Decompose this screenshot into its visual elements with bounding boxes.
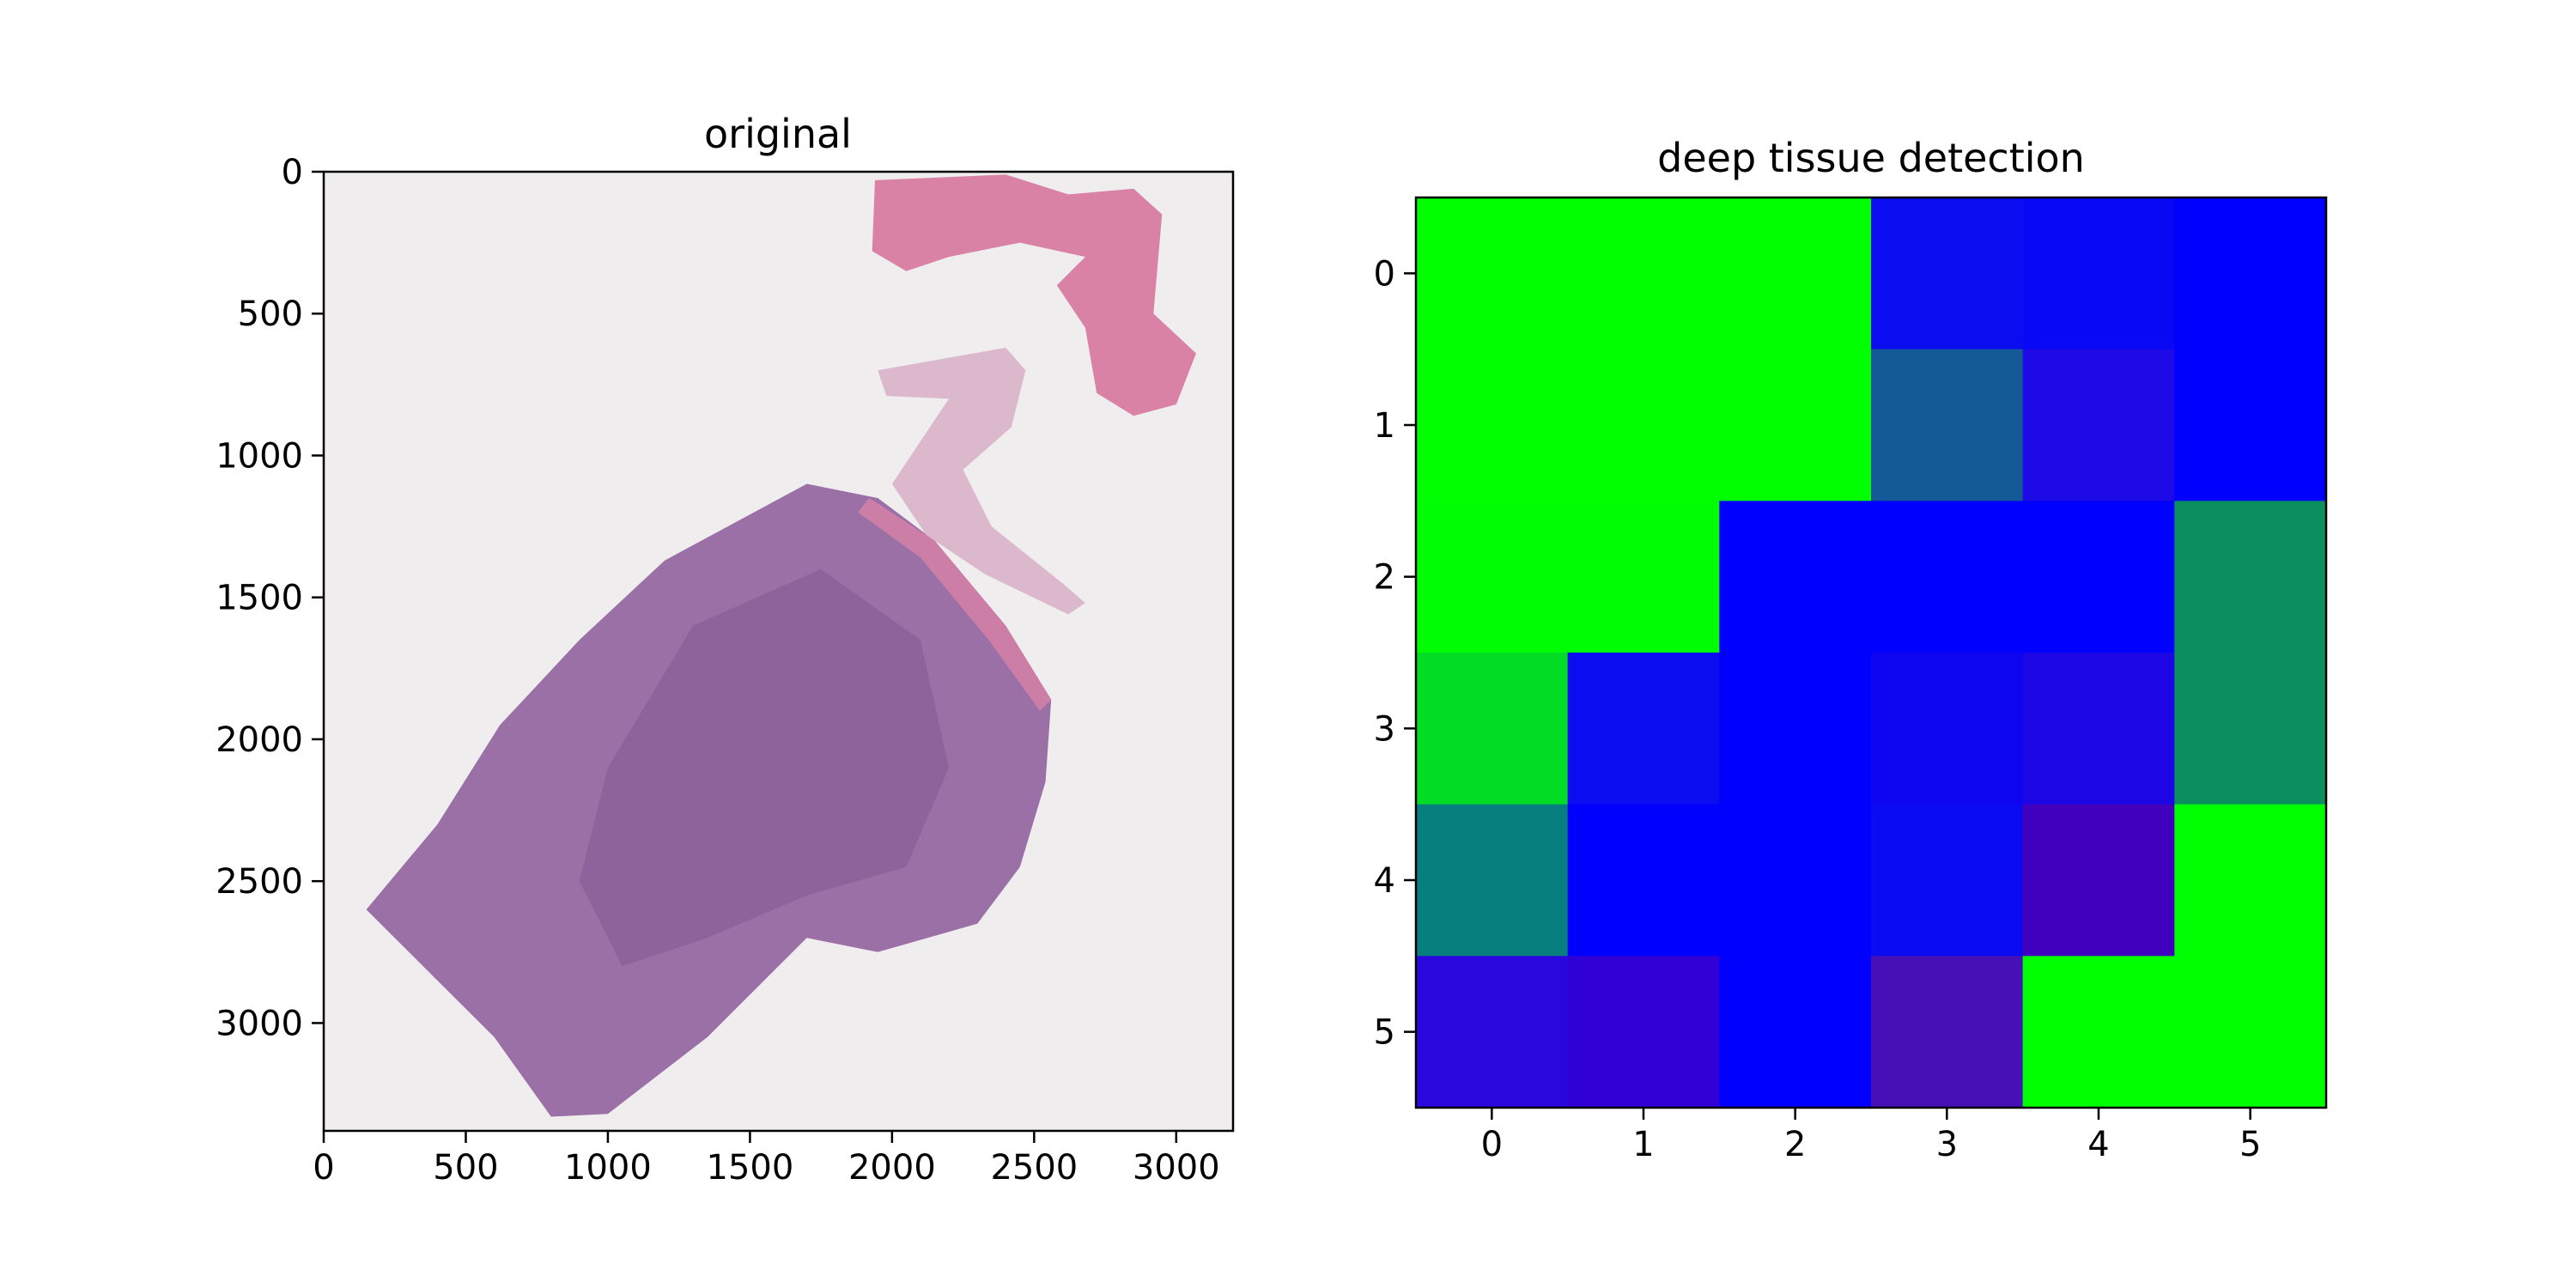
heatmap-cell [1567,956,1720,1109]
x-tick-label: 500 [433,1148,498,1188]
heatmap-cell [1567,804,1720,957]
heatmap-cell [2174,349,2327,501]
heatmap-cell [1719,349,1872,501]
y-tick-label: 5 [1374,1013,1395,1053]
heatmap-cell [2174,653,2327,805]
y-tick-label: 1500 [216,579,303,618]
heatmap-cell [1567,653,1720,805]
tissue-middle-fragment [878,347,1085,615]
x-tick-label: 0 [1481,1125,1503,1164]
heatmap-cell [1871,197,2024,350]
heatmap-cell [1719,956,1872,1109]
y-tick-label: 0 [1374,254,1395,294]
heatmap-cell [1416,956,1569,1109]
heatmap-cell [2022,653,2175,805]
heatmap-cell [1719,804,1872,957]
original-axes-frame [322,170,1235,1133]
heatmap-cell [1416,349,1569,501]
y-tick-label: 1000 [216,436,303,476]
heatmap-cell [1416,197,1569,350]
heatmap-cell [2174,197,2327,350]
y-tick-label: 2000 [216,720,303,760]
original-image-panel: original 0 500 1000 1500 2000 2500 3000 0 500 10… [216,111,1235,1188]
x-tick-label: 3000 [1133,1148,1220,1188]
heatmap-cell [2022,956,2175,1109]
heatmap-cell [1719,653,1872,805]
heatmap-cell [2174,501,2327,653]
heatmap-cell [1416,501,1569,653]
heatmap-title: deep tissue detection [1657,135,2085,181]
heatmap-cell [1567,349,1720,501]
y-tick-label: 2 [1374,558,1395,598]
y-tick-label: 2500 [216,862,303,902]
heatmap-axes-frame [1414,196,2328,1109]
x-tick-label: 1500 [707,1148,794,1188]
x-tick-label: 4 [2087,1125,2109,1164]
x-tick-label: 0 [313,1148,334,1188]
x-tick-label: 2 [1784,1125,1806,1164]
heatmap-cell [2022,804,2175,957]
x-tick-label: 3 [1936,1125,1958,1164]
y-tick-label: 3000 [216,1004,303,1043]
heatmap-cell [1871,956,2024,1109]
heatmap-cell [1567,501,1720,653]
heatmap-cell [1416,804,1569,957]
heatmap-cell [1567,197,1720,350]
x-tick-label: 2000 [848,1148,936,1188]
heatmap-cell [2022,501,2175,653]
y-tick-label: 1 [1374,406,1395,446]
heatmap-y-axis: 0 1 2 3 4 5 [1374,254,1416,1053]
slide-image [324,172,1233,1131]
heatmap-cell [2174,804,2327,957]
heatmap-cell [1871,653,2024,805]
tissue-edge [858,498,1052,711]
y-tick-label: 0 [282,153,303,192]
heatmap-x-axis: 0 1 2 3 4 5 [1481,1108,2261,1164]
original-x-axis: 0 500 1000 1500 2000 2500 3000 [313,1131,1220,1188]
y-tick-label: 500 [238,295,303,334]
y-tick-label: 4 [1374,861,1395,901]
heatmap-cell [1871,804,2024,957]
original-y-axis: 0 500 1000 1500 2000 2500 3000 [216,153,324,1043]
x-tick-label: 2500 [990,1148,1078,1188]
x-tick-label: 1 [1632,1125,1654,1164]
heatmap-cell [1719,501,1872,653]
heatmap-cell [2022,349,2175,501]
tissue-top-fragment [872,174,1196,416]
y-tick-label: 3 [1374,709,1395,749]
tissue-core [579,568,950,967]
deep-tissue-detection-panel: deep tissue detection 0 1 2 3 4 5 0 1 2 3 4 5 [1374,135,2328,1164]
heatmap-cell [1416,653,1569,805]
heatmap-cell [2174,956,2327,1109]
heatmap-cell [2022,197,2175,350]
heatmap-cell [1719,197,1872,350]
heatmap-cell [1871,501,2024,653]
heatmap-cells [1416,197,2327,1109]
heatmap-cell [1871,349,2024,501]
x-tick-label: 5 [2239,1125,2261,1164]
original-title: original [704,111,852,157]
x-tick-label: 1000 [564,1148,652,1188]
